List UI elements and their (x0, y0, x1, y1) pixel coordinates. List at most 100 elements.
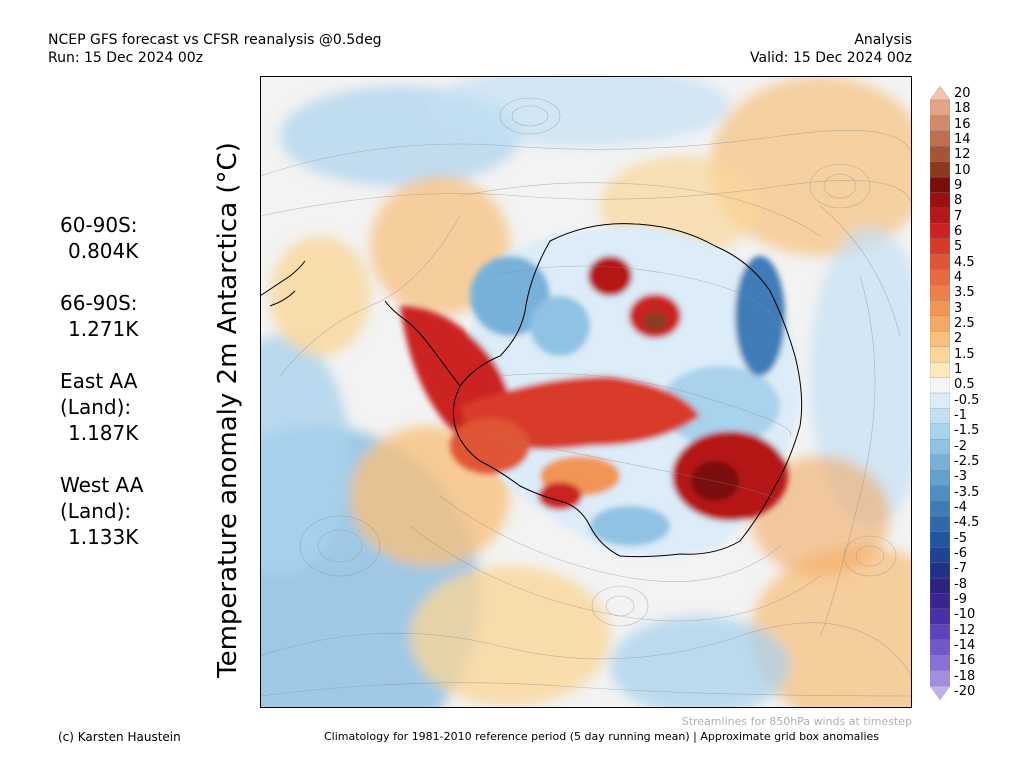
colorbar-swatch (930, 176, 950, 193)
map-frame (260, 76, 912, 708)
stat-60-90s: 60-90S: 0.804K (60, 212, 170, 264)
colorbar-label: 3.5 (954, 285, 975, 301)
colorbar-swatch (930, 192, 950, 209)
colorbar-label: -14 (954, 638, 976, 653)
colorbar-swatch (930, 577, 950, 594)
colorbar-swatch (930, 639, 950, 656)
header-right: Analysis Valid: 15 Dec 2024 00z (750, 31, 912, 67)
colorbar-label: 4.5 (954, 254, 975, 270)
colorbar-label: -9 (954, 592, 967, 607)
colorbar-label: -12 (954, 622, 976, 638)
stat-west-aa: West AA (Land): 1.133K (60, 472, 170, 550)
colorbar-swatch (930, 516, 950, 533)
colorbar-label: -5 (954, 530, 967, 546)
colorbar-swatch (930, 130, 950, 147)
colorbar-label: -0.5 (954, 392, 980, 408)
anomaly-map (260, 76, 912, 708)
colorbar-label: 10 (954, 162, 971, 178)
colorbar-label: -20 (954, 684, 976, 699)
colorbar-swatch (930, 593, 950, 610)
colorbar-label: -7 (954, 561, 967, 577)
colorbar-label: -4 (954, 500, 967, 515)
colorbar-swatch (930, 439, 950, 456)
colorbar-swatch (930, 392, 950, 409)
colorbar-label: 12 (954, 147, 971, 163)
regional-stats: 60-90S: 0.804K 66-90S: 1.271K East AA (L… (60, 212, 170, 576)
colorbar-swatch (930, 562, 950, 579)
streamlines-note: Streamlines for 850hPa winds at timestep (681, 715, 912, 728)
credit: (c) Karsten Haustein (58, 730, 181, 744)
colorbar-swatch (930, 223, 950, 240)
colorbar-label: 3 (954, 300, 963, 316)
colorbar-swatch (930, 315, 950, 332)
colorbar-swatch (930, 685, 950, 700)
map-title: NCEP GFS forecast vs CFSR reanalysis @0.… (48, 32, 382, 48)
colorbar-swatch (930, 161, 950, 178)
colorbar-swatch (930, 146, 950, 163)
colorbar-label: 4 (954, 270, 963, 285)
stat-region: 66-90S: (60, 291, 138, 315)
colorbar-label: -18 (954, 668, 976, 684)
anomaly-map-svg (260, 76, 912, 708)
colorbar-swatch (930, 500, 950, 517)
colorbar-swatch (930, 99, 950, 116)
colorbar-swatch (930, 346, 950, 363)
colorbar-swatch (930, 284, 950, 301)
anomaly-field (260, 76, 912, 708)
colorbar-swatch (930, 238, 950, 255)
stat-region: East AA (Land): (60, 369, 138, 419)
stat-66-90s: 66-90S: 1.271K (60, 290, 170, 342)
colorbar-swatch (930, 670, 950, 687)
colorbar-swatch (930, 331, 950, 348)
colorbar-label: -4.5 (954, 515, 980, 531)
stat-region: West AA (Land): (60, 473, 144, 523)
colorbar-label: -6 (954, 546, 967, 561)
colorbar-label: 7 (954, 208, 963, 224)
colorbar-label: -1 (954, 408, 967, 423)
colorbar-label: 5 (954, 239, 963, 255)
colorbar-label: 2.5 (954, 316, 975, 331)
colorbar-swatch (930, 547, 950, 564)
stat-region: 60-90S: (60, 213, 138, 237)
colorbar-swatch (930, 531, 950, 548)
colorbar-swatch (930, 269, 950, 286)
colorbar-label: -2.5 (954, 454, 980, 469)
colorbar-swatch (930, 254, 950, 271)
colorbar-swatch (930, 86, 950, 101)
colorbar-swatch (930, 624, 950, 641)
colorbar-label: -10 (954, 607, 976, 623)
colorbar-swatch (930, 300, 950, 317)
climatology-note: Climatology for 1981-2010 reference peri… (324, 730, 880, 743)
colorbar-label: 18 (954, 101, 971, 117)
colorbar-label: -16 (954, 653, 976, 669)
colorbar-swatch (930, 655, 950, 672)
colorbar-label: -2 (954, 438, 967, 454)
colorbar-label: 1.5 (954, 346, 975, 362)
colorbar-swatch (930, 377, 950, 394)
colorbar-label: -3.5 (954, 484, 980, 500)
peninsula-coastline (384, 300, 461, 387)
stat-value: 1.271K (68, 317, 139, 341)
stat-east-aa: East AA (Land): 1.187K (60, 368, 170, 446)
colorbar-label: -1.5 (954, 423, 980, 439)
colorbar-label: 9 (954, 178, 963, 193)
colorbar-label: -3 (954, 469, 967, 485)
colorbar-label: 16 (954, 116, 971, 132)
mode-label: Analysis (854, 32, 912, 48)
colorbar-label: 14 (954, 132, 971, 147)
colorbar-label: 6 (954, 224, 963, 239)
colorbar-swatch (930, 115, 950, 132)
colorbar-label: 1 (954, 362, 963, 377)
colorbar-swatch (930, 207, 950, 224)
colorbar-swatch (930, 423, 950, 440)
colorbar-swatch (930, 608, 950, 625)
colorbar-swatch (930, 469, 950, 486)
colorbar-swatch (930, 408, 950, 425)
south-america-coastline (260, 260, 306, 307)
axis-label: Temperature anomaly 2m Antarctica (°C) (213, 142, 243, 678)
stat-value: 1.133K (68, 525, 139, 549)
stat-value: 0.804K (68, 239, 139, 263)
continent-anomalies (400, 226, 800, 558)
colorbar-swatch (930, 485, 950, 502)
colorbar-label: 8 (954, 193, 963, 209)
